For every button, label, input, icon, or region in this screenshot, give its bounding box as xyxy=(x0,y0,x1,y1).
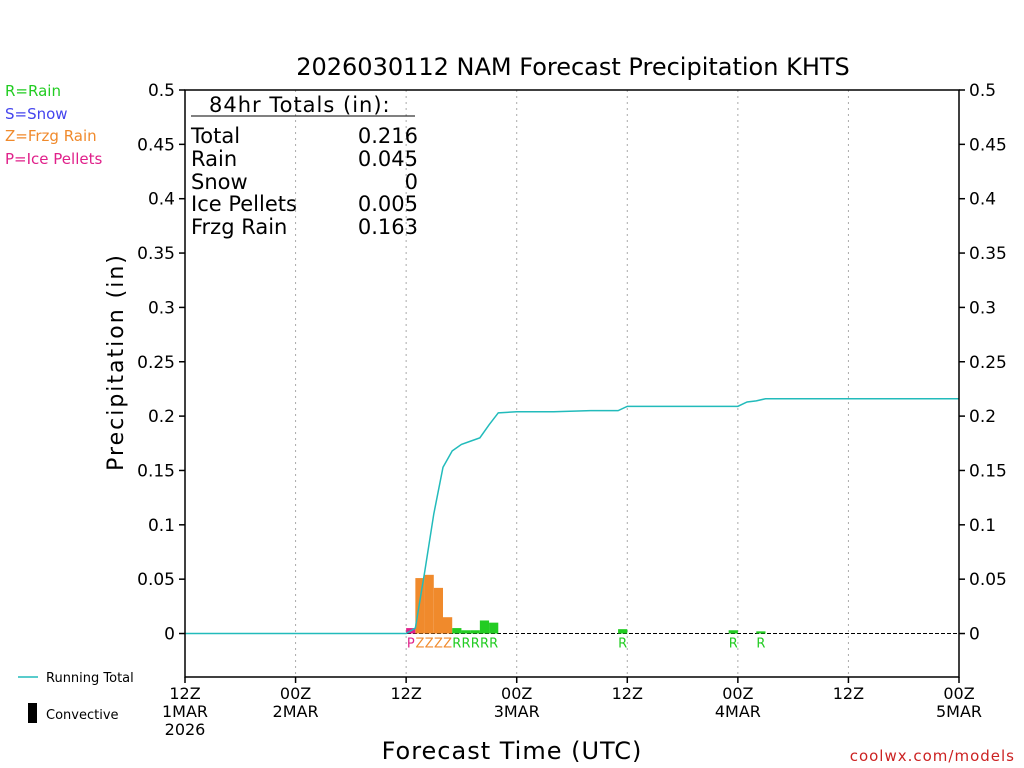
totals-label-ice-pellets: Ice Pellets xyxy=(191,192,297,216)
y-tick-label-left: 0.1 xyxy=(148,516,175,536)
running-total-line xyxy=(185,397,959,635)
precip-type-letter: Z xyxy=(425,637,434,652)
totals-value-total: 0.216 xyxy=(358,124,418,148)
precip-type-letter: R xyxy=(756,637,765,652)
precip-type-letter: R xyxy=(480,637,489,652)
precip-bar xyxy=(433,587,443,634)
precip-type-letter: Z xyxy=(434,637,443,652)
y-tick-label-left: 0 xyxy=(164,625,175,645)
y-tick-label-right: 0.5 xyxy=(969,81,996,101)
x-axis-label: Forecast Time (UTC) xyxy=(382,737,643,765)
y-tick-label-right: 0.4 xyxy=(969,190,996,210)
chart-title: 2026030112 NAM Forecast Precipitation KH… xyxy=(296,53,850,81)
legend-snow: S=Snow xyxy=(5,105,68,123)
precip-bar xyxy=(756,631,766,634)
legend-frzg-rain: Z=Frzg Rain xyxy=(5,127,97,145)
convective-legend-label: Convective xyxy=(46,708,119,723)
precip-type-letter: R xyxy=(618,637,627,652)
precip-type-letter: R xyxy=(729,637,738,652)
y-tick-label-left: 0.15 xyxy=(137,461,175,481)
convective-legend-swatch xyxy=(28,703,37,723)
precip-type-letter: P xyxy=(407,637,415,652)
x-tick-label: 4MAR xyxy=(715,702,761,721)
totals-value-rain: 0.045 xyxy=(358,147,418,171)
totals-label-total: Total xyxy=(190,124,240,148)
precip-bar xyxy=(618,629,628,634)
x-tick-label: 00Z xyxy=(943,684,974,703)
y-tick-label-left: 0.05 xyxy=(137,570,175,590)
y-tick-label-right: 0.35 xyxy=(969,244,1007,264)
precip-bar xyxy=(415,578,425,634)
x-tick-label: 12Z xyxy=(169,684,200,703)
precip-bar xyxy=(443,617,453,634)
totals-label-frzg-rain: Frzg Rain xyxy=(191,215,287,239)
x-tick-label: 12Z xyxy=(833,684,864,703)
precip-bar xyxy=(728,630,738,634)
y-tick-label-left: 0.4 xyxy=(148,190,175,210)
credit-text: coolwx.com/models xyxy=(850,747,1015,765)
legend-rain: R=Rain xyxy=(5,82,61,100)
totals-label-rain: Rain xyxy=(191,147,237,171)
precip-bar xyxy=(424,574,434,634)
y-tick-label-right: 0.15 xyxy=(969,461,1007,481)
y-tick-label-left: 0.3 xyxy=(148,298,175,318)
totals-value-frzg-rain: 0.163 xyxy=(358,215,418,239)
y-tick-label-right: 0.05 xyxy=(969,570,1007,590)
x-tick-label: 00Z xyxy=(280,684,311,703)
x-tick-label: 00Z xyxy=(501,684,532,703)
precip-type-letter: R xyxy=(489,637,498,652)
precip-type-letter: R xyxy=(452,637,461,652)
gridlines xyxy=(295,90,849,677)
legend-ice-pellets: P=Ice Pellets xyxy=(5,150,102,168)
plot-frame xyxy=(184,89,960,678)
axis-ticks: 0 0 0.05 0.05 0.1 0.1 0.15 0.15 0.2 0.2 0.25 0.25 0.… xyxy=(137,81,1007,739)
precip-bar xyxy=(461,630,471,634)
y-tick-label-left: 0.35 xyxy=(137,244,175,264)
type-legend: R=Rain S=Snow Z=Frzg Rain P=Ice Pellets xyxy=(5,82,102,168)
y-tick-label-right: 0.25 xyxy=(969,353,1007,373)
x-tick-label: 12Z xyxy=(612,684,643,703)
y-tick-label-left: 0.2 xyxy=(148,407,175,427)
totals-label-snow: Snow xyxy=(191,170,248,194)
totals-value-ice-pellets: 0.005 xyxy=(358,192,418,216)
x-tick-label: 12Z xyxy=(390,684,421,703)
totals-heading: 84hr Totals (in): xyxy=(209,93,391,117)
y-tick-label-right: 0 xyxy=(969,625,980,645)
totals-value-snow: 0 xyxy=(405,170,418,194)
precip-bar xyxy=(452,628,462,634)
x-tick-label: 3MAR xyxy=(494,702,540,721)
x-tick-label: 1MAR xyxy=(162,702,208,721)
y-tick-label-right: 0.3 xyxy=(969,298,996,318)
totals-box: 84hr Totals (in): Total 0.216 Rain 0.045… xyxy=(190,93,418,239)
precip-bar xyxy=(479,620,490,634)
precip-type-letter: R xyxy=(462,637,471,652)
precip-type-letter: Z xyxy=(443,637,452,652)
y-axis-label: Precipitation (in) xyxy=(104,253,129,471)
x-tick-label: 00Z xyxy=(722,684,753,703)
y-tick-label-left: 0.45 xyxy=(137,135,175,155)
y-tick-label-right: 0.45 xyxy=(969,135,1007,155)
x-tick-label: 2MAR xyxy=(273,702,319,721)
precip-bar xyxy=(489,622,499,634)
precip-bar xyxy=(470,630,480,634)
series-legend: Running Total Convective xyxy=(18,671,134,723)
x-tick-label: 2026 xyxy=(165,720,206,739)
x-tick-label: 5MAR xyxy=(936,702,982,721)
y-tick-label-left: 0.5 xyxy=(148,81,175,101)
precip-type-letter: R xyxy=(471,637,480,652)
y-tick-label-left: 0.25 xyxy=(137,353,175,373)
y-tick-label-right: 0.1 xyxy=(969,516,996,536)
y-tick-label-right: 0.2 xyxy=(969,407,996,427)
running-total-legend-label: Running Total xyxy=(46,671,134,686)
precip-type-letter: Z xyxy=(416,637,425,652)
